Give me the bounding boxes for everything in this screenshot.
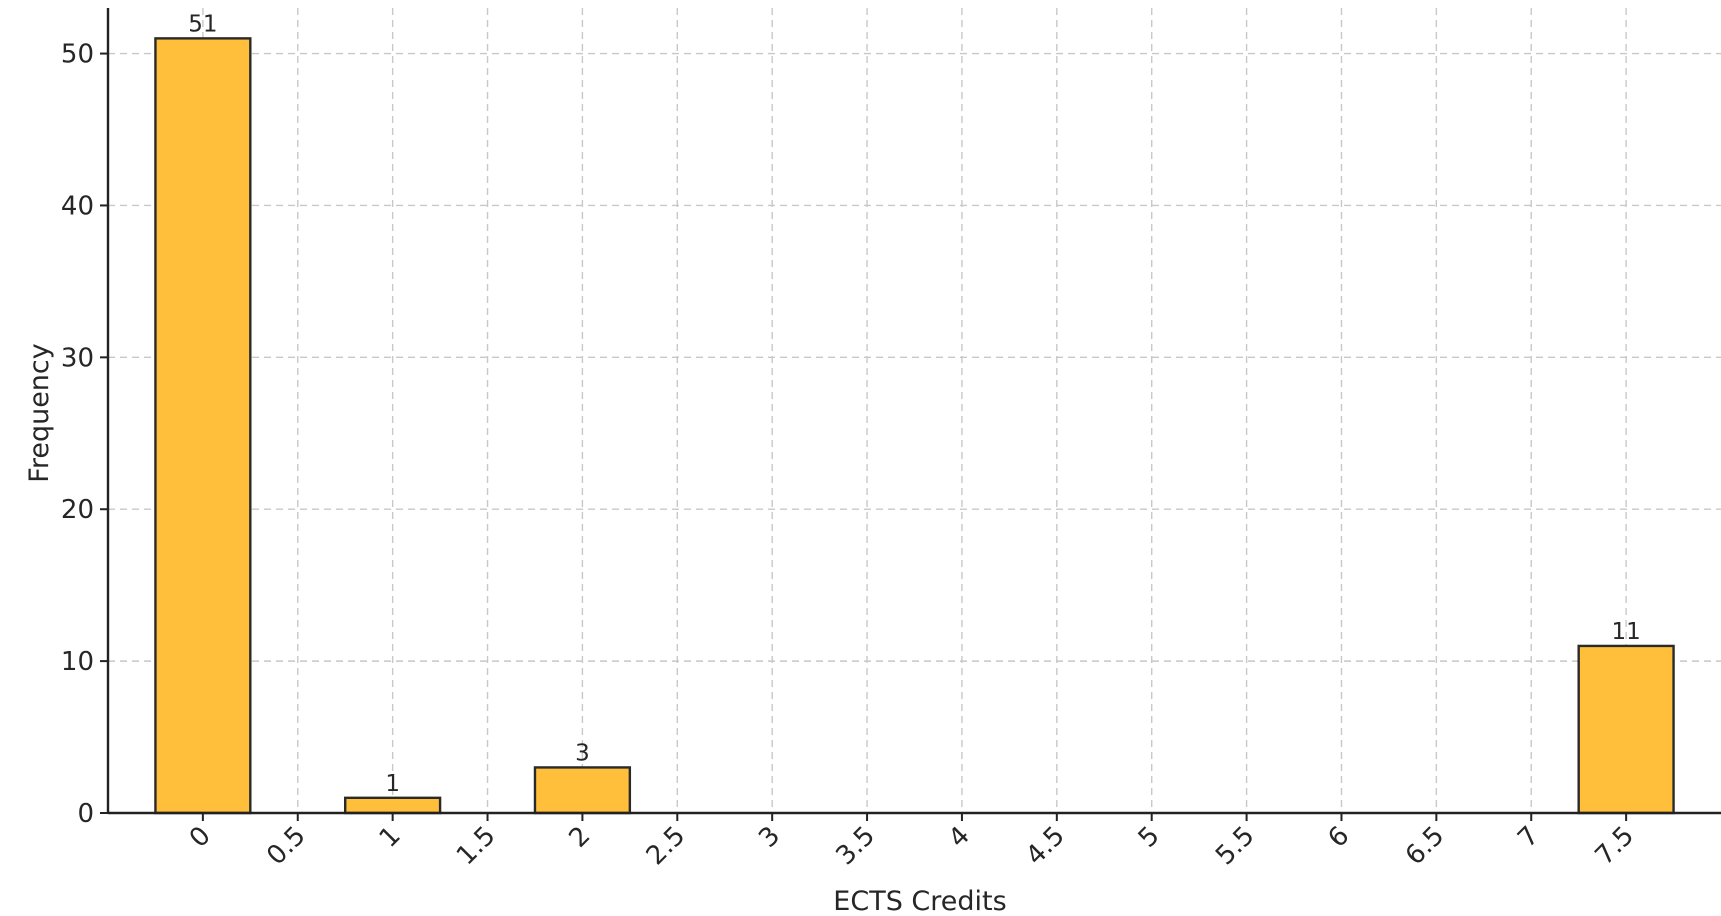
y-tick-label-0: 0	[77, 799, 94, 829]
x-tick-label-5: 2.5	[641, 821, 691, 871]
x-tick-label-10: 5	[1133, 821, 1166, 854]
x-tick-label-15: 7.5	[1590, 821, 1640, 871]
x-tick-label-9: 4.5	[1020, 821, 1070, 871]
y-gridlines	[108, 52, 1721, 814]
bar-series	[154, 37, 1675, 815]
y-axis-title: Frequency	[24, 343, 55, 483]
x-gridlines	[202, 8, 1627, 813]
bar-3	[1577, 644, 1675, 815]
x-tick-label-0: 0	[184, 821, 217, 854]
y-tick-label-2: 20	[61, 495, 94, 525]
bar-data-labels: 51 1 3 11	[188, 11, 1641, 796]
x-tick-label-13: 6.5	[1400, 821, 1450, 871]
x-tick-label-6: 3	[753, 821, 786, 854]
x-tick-label-8: 4	[943, 821, 976, 854]
x-axis-ticks: 0 0.5 1 1.5 2 2.5 3 3.5 4 4.5 5 5.5 6 6.5 7 7.5	[184, 813, 1640, 871]
x-tick-label-2: 1	[374, 821, 407, 854]
x-axis-title: ECTS Credits	[833, 886, 1006, 916]
x-tick-label-4: 2	[563, 821, 596, 854]
y-tick-label-4: 40	[61, 191, 94, 221]
bar-2	[533, 766, 632, 815]
x-tick-label-3: 1.5	[451, 821, 501, 871]
bar-label-1: 1	[385, 771, 400, 797]
x-tick-label-1: 0.5	[261, 821, 311, 871]
x-tick-label-7: 3.5	[831, 821, 881, 871]
y-axis-ticks: 0 10 20 30 40 50	[61, 40, 108, 829]
x-tick-label-14: 7	[1512, 821, 1545, 854]
bar-1	[344, 796, 442, 815]
bar-0	[154, 37, 252, 815]
y-tick-label-1: 10	[61, 647, 94, 677]
y-tick-label-5: 50	[61, 40, 94, 70]
axes	[106, 8, 1721, 815]
bar-label-2: 3	[575, 740, 590, 766]
y-tick-label-3: 30	[61, 343, 94, 373]
bar-label-0: 51	[188, 11, 217, 37]
x-tick-label-11: 5.5	[1210, 821, 1260, 871]
bar-label-3: 11	[1611, 619, 1640, 645]
x-tick-label-12: 6	[1323, 821, 1356, 854]
